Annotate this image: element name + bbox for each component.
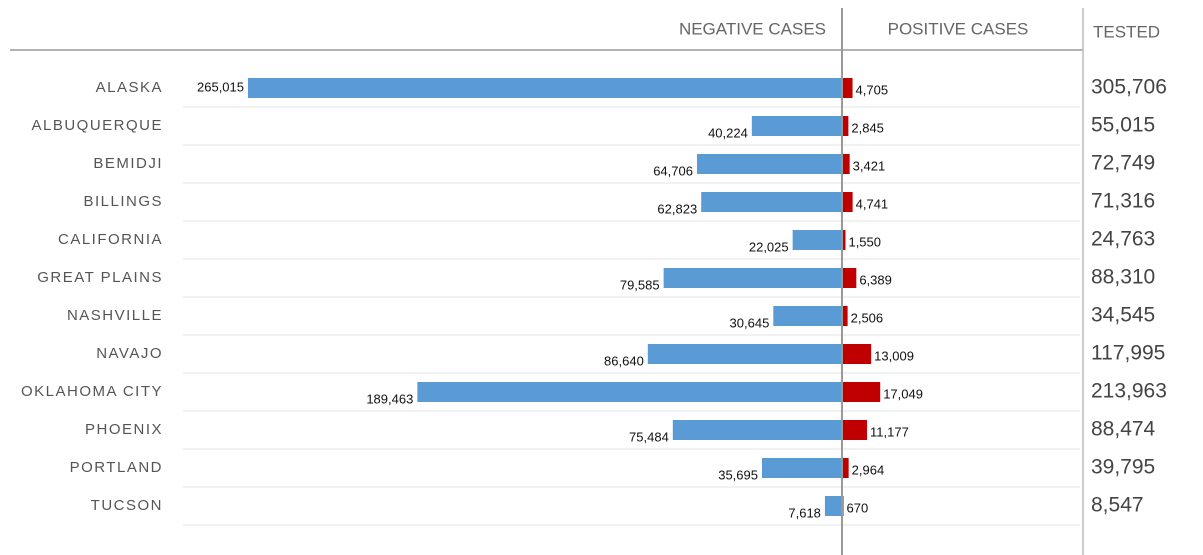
positive-label: 2,845 — [851, 120, 884, 135]
positive-bar — [842, 230, 846, 250]
category-label: OKLAHOMA CITY — [21, 383, 163, 400]
negative-header: NEGATIVE CASES — [679, 19, 826, 38]
tested-value: 213,963 — [1091, 380, 1167, 403]
positive-bar — [842, 192, 853, 212]
negative-bar — [824, 496, 842, 516]
category-label: ALASKA — [96, 79, 163, 96]
category-label: GREAT PLAINS — [37, 269, 163, 286]
tested-value: 55,015 — [1091, 114, 1155, 137]
tested-value: 88,474 — [1091, 418, 1156, 441]
positive-label: 670 — [847, 500, 869, 515]
category-label: NASHVILLE — [67, 307, 163, 324]
negative-bar — [248, 78, 842, 98]
category-label: PHOENIX — [85, 421, 163, 438]
category-label: BEMIDJI — [93, 155, 163, 172]
positive-label: 2,506 — [851, 310, 884, 325]
tested-value: 88,310 — [1091, 266, 1155, 289]
negative-label: 189,463 — [366, 391, 413, 406]
positive-label: 2,964 — [852, 462, 885, 477]
positive-label: 4,705 — [856, 82, 889, 97]
negative-bar — [672, 420, 842, 440]
negative-bar — [751, 116, 842, 136]
negative-bar — [647, 344, 842, 364]
negative-label: 86,640 — [604, 353, 644, 368]
negative-label: 64,706 — [653, 163, 693, 178]
negative-bar — [696, 154, 842, 174]
positive-bar — [842, 382, 881, 402]
tested-value: 8,547 — [1091, 494, 1144, 517]
positive-bar — [842, 458, 849, 478]
positive-label: 13,009 — [874, 348, 914, 363]
negative-bar — [761, 458, 842, 478]
positive-header: POSITIVE CASES — [888, 19, 1029, 38]
category-label: ALBUQUERQUE — [31, 117, 163, 134]
negative-label: 75,484 — [629, 429, 669, 444]
negative-bar — [773, 306, 842, 326]
positive-label: 4,741 — [856, 196, 889, 211]
positive-label: 11,177 — [870, 424, 909, 439]
tested-value: 39,795 — [1091, 456, 1155, 479]
negative-bar — [701, 192, 842, 212]
tested-value: 117,995 — [1091, 342, 1165, 365]
category-label: NAVAJO — [96, 345, 163, 362]
negative-label: 40,224 — [708, 125, 748, 140]
negative-bar — [417, 382, 842, 402]
positive-label: 1,550 — [848, 234, 881, 249]
negative-label: 265,015 — [197, 79, 244, 94]
positive-label: 6,389 — [859, 272, 892, 287]
category-label: PORTLAND — [70, 459, 163, 476]
positive-bar — [842, 154, 850, 174]
category-label: CALIFORNIA — [58, 231, 163, 248]
positive-bar — [842, 420, 868, 440]
tested-value: 34,545 — [1091, 304, 1155, 327]
negative-label: 30,645 — [730, 315, 770, 330]
tested-header: TESTED — [1093, 22, 1160, 41]
positive-bar — [842, 306, 848, 326]
positive-bar — [842, 268, 857, 288]
positive-bar — [842, 116, 849, 136]
negative-bar — [792, 230, 842, 250]
negative-label: 7,618 — [788, 505, 821, 520]
tested-value: 305,706 — [1091, 76, 1167, 99]
negative-label: 22,025 — [749, 239, 789, 254]
tested-value: 24,763 — [1091, 228, 1155, 251]
category-label: TUCSON — [91, 497, 163, 514]
negative-label: 35,695 — [718, 467, 758, 482]
negative-label: 79,585 — [620, 277, 660, 292]
positive-label: 17,049 — [883, 386, 923, 401]
negative-label: 62,823 — [657, 201, 697, 216]
negative-bar — [663, 268, 842, 288]
category-label: BILLINGS — [83, 193, 163, 210]
positive-label: 3,421 — [853, 158, 886, 173]
positive-bar — [842, 78, 853, 98]
positive-bar — [842, 344, 872, 364]
tested-value: 71,316 — [1091, 190, 1155, 213]
tested-value: 72,749 — [1091, 152, 1155, 175]
